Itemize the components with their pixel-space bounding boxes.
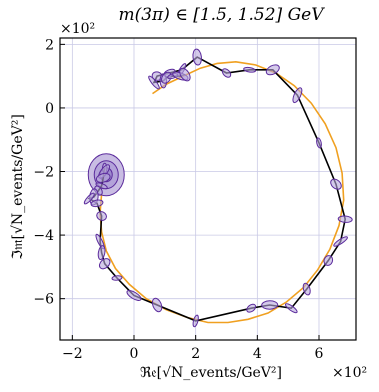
orange-curve (99, 60, 345, 324)
x-axis-label: ℜ𝔢[√N_events/GeV²] (140, 365, 282, 381)
data-point-ellipse (192, 314, 199, 328)
data-point-ellipse (179, 67, 191, 82)
x-tick-label: 2 (191, 346, 200, 362)
data-point-ellipse (302, 282, 311, 296)
data-point-ellipse (95, 172, 111, 183)
grid-layer (60, 38, 356, 340)
data-point-ellipse (243, 66, 257, 73)
data-point-ellipse (284, 303, 298, 314)
data-point-ellipse (126, 290, 142, 301)
data-point-ellipse (83, 192, 95, 205)
y-tick-label: −2 (33, 165, 54, 181)
y-tick-label: −6 (33, 292, 54, 308)
x-tick-label: −2 (62, 346, 83, 362)
x-tick-label: 4 (253, 346, 262, 362)
data-point-ellipse (316, 137, 322, 149)
y-axis-label: ℑ𝔪[√N_events/GeV²] (10, 114, 26, 260)
data-point-ellipse (265, 64, 280, 76)
tick-layer: −2 0 2 4 6 −6 −4 −2 0 2 (33, 37, 323, 362)
x-tick-label: 0 (130, 346, 139, 362)
data-point-ellipse (148, 75, 160, 90)
data-point-ellipse (292, 87, 303, 104)
data-point-ellipse (261, 300, 279, 310)
data-point-ellipse (97, 245, 106, 261)
y-multiplier: ×10² (60, 21, 95, 37)
data-point-ellipse (96, 211, 107, 221)
data-point-ellipse (192, 48, 202, 66)
data-point-ellipse (90, 199, 104, 208)
data-point-ellipse (337, 215, 353, 223)
data-point-ellipse (330, 178, 342, 190)
data-point-ellipse (323, 255, 334, 266)
data-point-ellipse (98, 258, 111, 270)
x-tick-label: 6 (315, 346, 324, 362)
marker-layer (83, 48, 353, 328)
data-point-ellipse (333, 236, 348, 247)
y-tick-label: 0 (45, 101, 54, 117)
orange-curve-layer (99, 60, 345, 324)
data-point-ellipse (246, 303, 257, 313)
data-point-ellipse (221, 68, 232, 78)
data-point-ellipse (111, 275, 123, 281)
chart-title: m(3π) ∈ [1.5, 1.52] GeV (118, 5, 325, 25)
data-point-ellipse (151, 297, 163, 313)
y-tick-label: 2 (45, 37, 54, 53)
x-multiplier: ×10² (332, 365, 367, 381)
y-tick-label: −4 (33, 228, 54, 244)
plot-frame (59, 37, 357, 341)
